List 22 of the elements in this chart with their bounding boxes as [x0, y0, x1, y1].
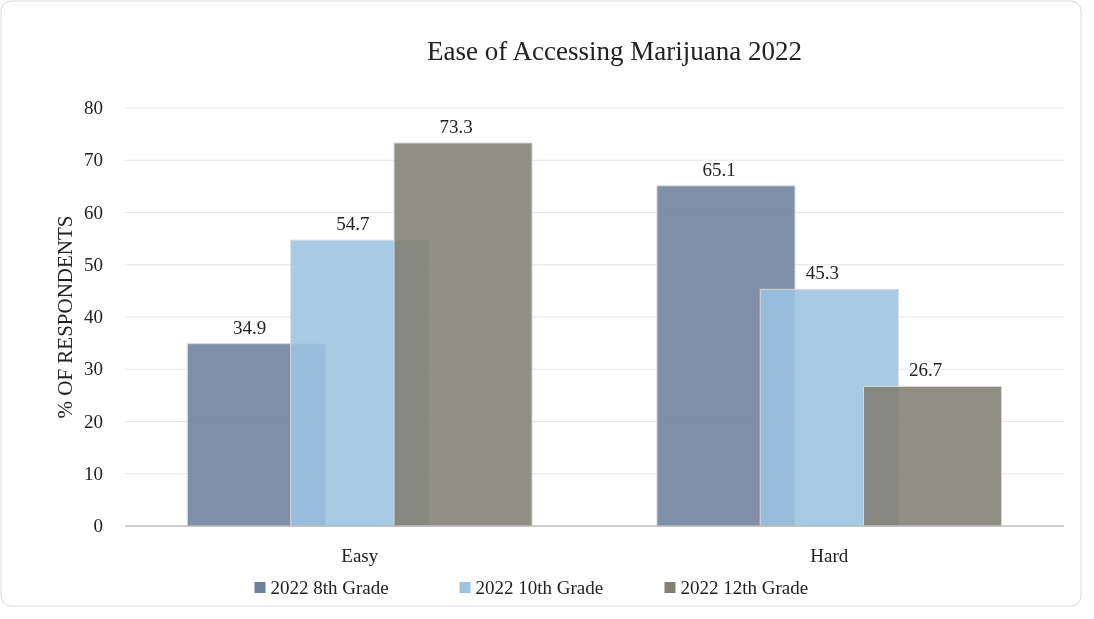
data-label: 54.7 — [336, 213, 370, 235]
y-tick-label: 20 — [84, 410, 103, 432]
x-tick-label: Hard — [810, 545, 849, 566]
y-axis-title: % OF RESPONDENTS — [53, 215, 77, 419]
y-tick-label: 10 — [84, 462, 103, 484]
y-tick-label: 70 — [84, 149, 103, 171]
data-label: 34.9 — [232, 316, 267, 338]
data-label: 26.7 — [909, 359, 943, 381]
data-label: 73.3 — [439, 116, 473, 138]
y-tick-label: 50 — [84, 253, 103, 275]
legend-label: 2022 10th Grade — [475, 577, 604, 598]
x-tick-label: Easy — [341, 545, 379, 566]
legend-label: 2022 8th Grade — [270, 577, 389, 598]
data-label: 45.3 — [805, 262, 839, 284]
y-tick-label: 40 — [84, 306, 103, 327]
data-label: 65.1 — [702, 158, 736, 180]
chart-title: Ease of Accessing Marijuana 2022 — [427, 36, 802, 66]
y-tick-label: 30 — [84, 358, 103, 380]
y-tick-label: 0 — [93, 515, 103, 536]
y-tick-label: 80 — [84, 97, 103, 118]
y-tick-label: 60 — [84, 201, 103, 223]
legend-label: 2022 12th Grade — [680, 577, 809, 598]
